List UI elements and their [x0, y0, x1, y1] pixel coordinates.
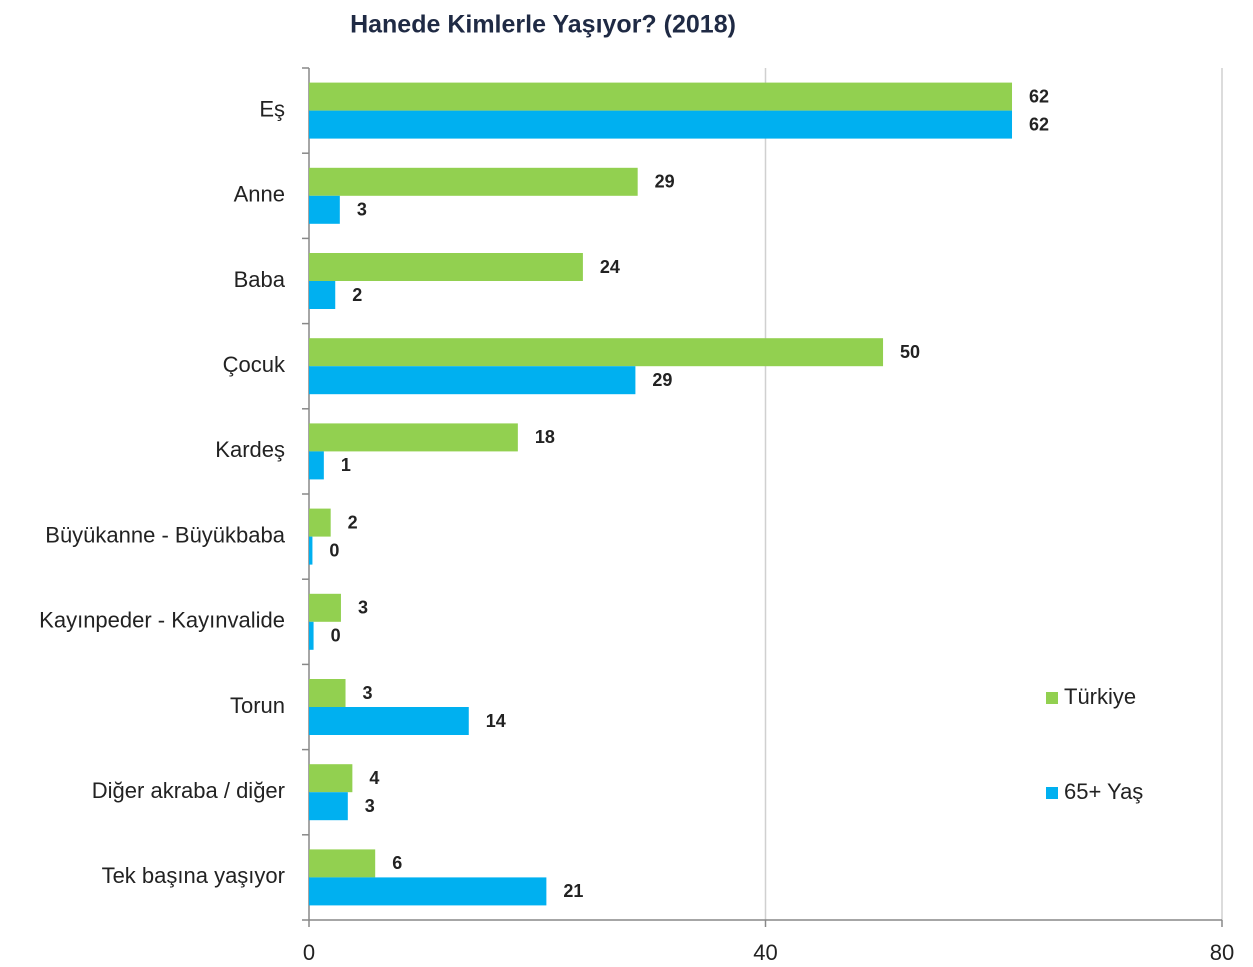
value-label: 2 — [348, 512, 358, 532]
legend-label: 65+ Yaş — [1064, 779, 1143, 804]
value-label: 2 — [352, 285, 362, 305]
value-label: 3 — [365, 796, 375, 816]
y-tick-label: Kayınpeder - Kayınvalide — [39, 608, 285, 633]
bar — [309, 707, 469, 735]
bar — [309, 621, 314, 650]
bar — [309, 877, 547, 906]
bar — [309, 366, 636, 395]
value-label: 14 — [486, 711, 506, 731]
legend-swatch — [1046, 692, 1058, 704]
value-label: 18 — [535, 427, 555, 447]
x-tick-label: 40 — [753, 940, 777, 965]
bar — [309, 536, 313, 565]
bar — [309, 281, 336, 309]
y-tick-label: Çocuk — [223, 352, 286, 377]
y-tick-label: Tek başına yaşıyor — [102, 863, 285, 888]
value-label: 3 — [358, 598, 368, 618]
x-tick-label: 0 — [303, 940, 315, 965]
bar — [309, 792, 348, 821]
value-label: 24 — [600, 257, 620, 277]
bar — [309, 253, 583, 281]
value-label: 0 — [331, 626, 341, 646]
value-label: 3 — [357, 200, 367, 220]
bar — [309, 82, 1013, 111]
y-tick-label: Baba — [234, 267, 286, 292]
y-tick-label: Torun — [230, 693, 285, 718]
bar — [309, 423, 518, 452]
bar — [309, 195, 340, 224]
bar — [309, 849, 376, 878]
bar — [309, 110, 1013, 139]
value-label: 4 — [369, 768, 379, 788]
y-tick-label: Kardeş — [215, 437, 285, 462]
bar — [309, 593, 341, 622]
value-label: 3 — [363, 683, 373, 703]
value-label: 62 — [1029, 86, 1049, 106]
value-label: 62 — [1029, 114, 1049, 134]
legend-swatch — [1046, 787, 1058, 799]
value-label: 29 — [655, 172, 675, 192]
y-tick-label: Anne — [234, 182, 285, 207]
value-label: 6 — [392, 853, 402, 873]
bar — [309, 338, 884, 367]
bar — [309, 167, 638, 196]
bar — [309, 764, 353, 793]
bar — [309, 508, 331, 537]
bar — [309, 679, 346, 707]
bar — [309, 451, 324, 480]
chart-title: Hanede Kimlerle Yaşıyor? (2018) — [350, 11, 736, 39]
value-label: 1 — [341, 455, 351, 475]
value-label: 29 — [652, 370, 672, 390]
y-tick-label: Eş — [259, 96, 285, 121]
value-label: 21 — [563, 881, 583, 901]
y-tick-label: Büyükanne - Büyükbaba — [45, 522, 285, 547]
y-tick-label: Diğer akraba / diğer — [92, 778, 285, 803]
x-tick-label: 80 — [1210, 940, 1234, 965]
value-label: 0 — [329, 540, 339, 560]
value-label: 50 — [900, 342, 920, 362]
legend-label: Türkiye — [1064, 684, 1136, 709]
